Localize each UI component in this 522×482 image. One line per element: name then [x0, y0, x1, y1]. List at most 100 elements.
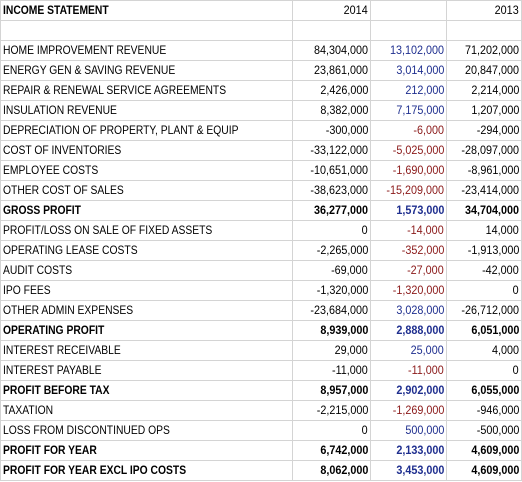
cell-text: 8,957,000 [319, 383, 368, 397]
row-label: OPERATING LEASE COSTS [0, 240, 293, 261]
value-cell: -15,209,000 [370, 180, 447, 201]
cell-text: 36,277,000 [313, 203, 368, 217]
cell-text: -1,269,000 [392, 403, 444, 417]
value-cell: 84,304,000 [292, 40, 371, 61]
cell-text: COST OF INVENTORIES [3, 143, 122, 157]
value-cell: 2,214,000 [446, 80, 522, 101]
value-cell: -1,913,000 [446, 240, 522, 261]
data-row: AUDIT COSTS -69,000 -27,000 -42,000 [0, 260, 522, 281]
value-cell: 36,277,000 [292, 200, 371, 221]
data-row: TAXATION -2,215,000 -1,269,000 -946,000 [0, 400, 522, 421]
row-label: EMPLOYEE COSTS [0, 160, 293, 181]
value-cell: 1,573,000 [370, 200, 447, 221]
cell-text: 13,102,000 [389, 43, 444, 57]
cell-text: -15,209,000 [386, 183, 444, 197]
cell-text: 2,902,000 [395, 383, 444, 397]
cell-text: EMPLOYEE COSTS [3, 163, 99, 177]
data-row: INTEREST RECEIVABLE 29,000 25,000 4,000 [0, 340, 522, 361]
cell-text: -1,320,000 [392, 283, 444, 297]
cell-text: 212,000 [404, 83, 444, 97]
data-row: ENERGY GEN & SAVING REVENUE 23,861,000 3,0… [0, 60, 522, 81]
cell-text: INTEREST RECEIVABLE [3, 343, 121, 357]
data-row: REPAIR & RENEWAL SERVICE AGREEMENTS 2,426… [0, 80, 522, 101]
row-label: PROFIT BEFORE TAX [0, 380, 293, 401]
value-cell: 3,028,000 [370, 300, 447, 321]
cell-text: -1,320,000 [316, 283, 368, 297]
data-row: LOSS FROM DISCONTINUED OPS 0 500,000 -500,0… [0, 420, 522, 441]
cell-text: OPERATING PROFIT [3, 323, 105, 337]
cell-text: GROSS PROFIT [3, 203, 81, 217]
cell-text: INCOME STATEMENT [3, 3, 109, 17]
value-cell: -1,690,000 [370, 160, 447, 181]
cell-text: -1,913,000 [467, 243, 519, 257]
cell-text: 0 [512, 363, 519, 377]
cell-text: OPERATING LEASE COSTS [3, 243, 138, 257]
row-label: TAXATION [0, 400, 293, 421]
data-row: INSULATION REVENUE 8,382,000 7,175,000 1,20… [0, 100, 522, 121]
row-label: INTEREST PAYABLE [0, 360, 293, 381]
cell-text: -38,623,000 [310, 183, 368, 197]
cell-text: 0 [512, 283, 519, 297]
data-row: HOME IMPROVEMENT REVENUE 84,304,000 13,102… [0, 40, 522, 61]
cell-text: 8,939,000 [319, 323, 368, 337]
cell-text: PROFIT FOR YEAR [3, 443, 97, 457]
data-row: IPO FEES -1,320,000 -1,320,000 0 [0, 280, 522, 301]
data-row: EMPLOYEE COSTS -10,651,000 -1,690,000 -8,96… [0, 160, 522, 181]
cell-text: -14,000 [407, 223, 444, 237]
cell-text: 4,609,000 [470, 463, 519, 477]
row-label: REPAIR & RENEWAL SERVICE AGREEMENTS [0, 80, 293, 101]
row-label: OTHER ADMIN EXPENSES [0, 300, 293, 321]
cell-text: 7,175,000 [395, 103, 444, 117]
cell-text: 6,742,000 [319, 443, 368, 457]
cell-text: -69,000 [331, 263, 368, 277]
value-cell: 6,051,000 [446, 320, 522, 341]
value-cell: -27,000 [370, 260, 447, 281]
value-cell: 2013 [446, 0, 522, 21]
value-cell: 2,426,000 [292, 80, 371, 101]
value-cell: 2,902,000 [370, 380, 447, 401]
value-cell: 29,000 [292, 340, 371, 361]
cell-text: -8,961,000 [467, 163, 519, 177]
cell-text: -500,000 [476, 423, 519, 437]
cell-text: 29,000 [334, 343, 368, 357]
value-cell: 500,000 [370, 420, 447, 441]
value-cell: 212,000 [370, 80, 447, 101]
cell-text: 14,000 [485, 223, 519, 237]
cell-text: TAXATION [3, 403, 54, 417]
cell-text: -28,097,000 [461, 143, 519, 157]
cell-text: PROFIT/LOSS ON SALE OF FIXED ASSETS [3, 223, 213, 237]
empty-cell [0, 20, 293, 41]
cell-text: 1,573,000 [395, 203, 444, 217]
cell-text: -23,684,000 [310, 303, 368, 317]
data-row: COST OF INVENTORIES -33,122,000 -5,025,000… [0, 140, 522, 161]
cell-text: 20,847,000 [464, 63, 519, 77]
value-cell: 4,609,000 [446, 440, 522, 461]
cell-text: -10,651,000 [310, 163, 368, 177]
cell-text: 3,014,000 [395, 63, 444, 77]
cell-text: PROFIT FOR YEAR EXCL IPO COSTS [3, 463, 187, 477]
value-cell: -42,000 [446, 260, 522, 281]
cell-text: AUDIT COSTS [3, 263, 73, 277]
value-cell: -23,414,000 [446, 180, 522, 201]
value-cell: -10,651,000 [292, 160, 371, 181]
cell-text: REPAIR & RENEWAL SERVICE AGREEMENTS [3, 83, 227, 97]
empty-cell [292, 20, 371, 41]
cell-text: HOME IMPROVEMENT REVENUE [3, 43, 167, 57]
value-cell: -33,122,000 [292, 140, 371, 161]
cell-text: 4,000 [491, 343, 519, 357]
value-cell: 0 [446, 360, 522, 381]
row-label: OTHER COST OF SALES [0, 180, 293, 201]
value-cell: 8,062,000 [292, 460, 371, 481]
cell-text: DEPRECIATION OF PROPERTY, PLANT & EQUIP [3, 123, 239, 137]
data-row: DEPRECIATION OF PROPERTY, PLANT & EQUIP -… [0, 120, 522, 141]
cell-text: 0 [361, 223, 368, 237]
value-cell: 0 [292, 420, 371, 441]
cell-text: -2,215,000 [316, 403, 368, 417]
cell-text: -26,712,000 [461, 303, 519, 317]
row-label: COST OF INVENTORIES [0, 140, 293, 161]
data-row: OPERATING PROFIT 8,939,000 2,888,000 6,051,… [0, 320, 522, 341]
value-cell: -26,712,000 [446, 300, 522, 321]
row-label: HOME IMPROVEMENT REVENUE [0, 40, 293, 61]
